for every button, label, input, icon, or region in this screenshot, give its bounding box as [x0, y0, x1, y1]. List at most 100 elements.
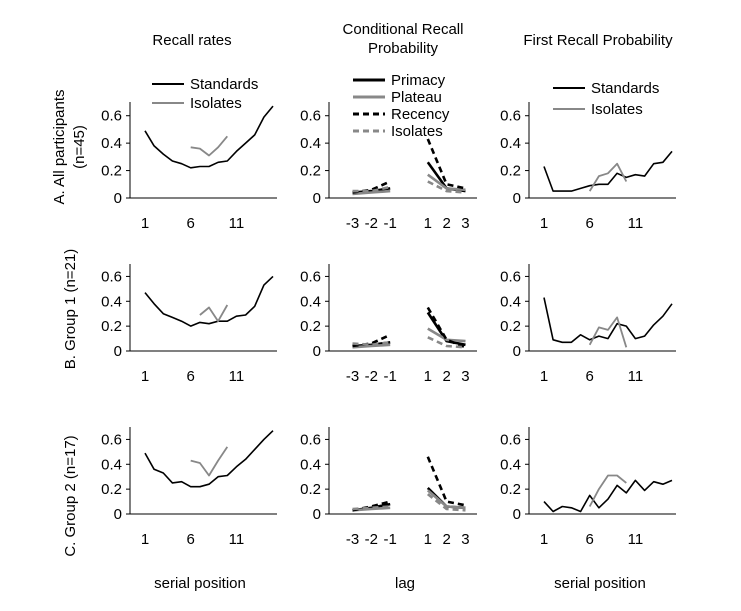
x-tick-label: 11	[628, 368, 644, 385]
y-tick-label: 0.4	[500, 135, 521, 152]
row-label: C. Group 2 (n=17)	[62, 435, 79, 556]
legend-label: Plateau	[391, 89, 442, 106]
y-tick-label: 0.4	[300, 293, 321, 310]
series-line-isolates	[352, 341, 391, 347]
panel-A-recall: 0 0.2 0.4 0.6 1 6 11 Standards Isolates	[101, 76, 277, 232]
legend-label: Isolates	[391, 123, 443, 140]
series-line-isolates	[588, 162, 628, 192]
x-tick-label: 11	[229, 368, 245, 385]
x-tick-label: 2	[442, 368, 450, 385]
series-line-plateau	[352, 189, 391, 196]
y-tick-label: 0	[114, 343, 122, 360]
y-tick-label: 0	[313, 343, 321, 360]
y-tick-label: 0.4	[101, 456, 122, 473]
series-line-recency	[426, 456, 466, 507]
y-tick-label: 0	[513, 343, 521, 360]
x-tick-label: 3	[461, 215, 469, 232]
legend-label: Recency	[391, 106, 450, 123]
y-tick-label: 0	[313, 506, 321, 523]
x-tick-label: -2	[365, 215, 378, 232]
x-tick-label: 1	[540, 531, 548, 548]
series-line-isolates	[427, 180, 466, 194]
x-tick-label: 1	[141, 368, 149, 385]
series-line-standards	[144, 105, 274, 169]
y-tick-label: 0	[114, 190, 122, 207]
panel-C-recall: 0 0.2 0.4 0.6 1 6 11	[101, 427, 277, 548]
series-line-standards	[543, 297, 673, 344]
series-line-standards	[144, 430, 274, 488]
panel-C-crp: 0 0.2 0.4 0.6 -3 -2 -1 1 2 3	[300, 427, 477, 548]
x-tick-label: 1	[141, 531, 149, 548]
x-tick-label: 11	[628, 531, 644, 548]
panel-B-first: 0 0.2 0.4 0.6 1 6 11	[500, 264, 676, 385]
x-tick-label: 6	[187, 368, 195, 385]
series-line-recency	[352, 333, 391, 348]
x-tick-label: 6	[586, 215, 594, 232]
x-tick-label: 6	[586, 368, 594, 385]
x-tick-label: 6	[586, 531, 594, 548]
series-line-isolates	[190, 446, 229, 477]
series-line-isolates	[352, 185, 391, 193]
x-tick-label: 1	[424, 531, 432, 548]
legend-label: Standards	[591, 80, 659, 97]
y-tick-label: 0.6	[101, 431, 122, 448]
y-tick-label: 0.6	[300, 268, 321, 285]
panel-C-first: 0 0.2 0.4 0.6 1 6 11	[500, 427, 676, 548]
x-tick-label: -1	[384, 368, 397, 385]
x-tick-label: -3	[346, 368, 359, 385]
row-label: B. Group 1 (n=21)	[62, 249, 79, 369]
y-tick-label: 0.2	[500, 481, 521, 498]
y-tick-label: 0.6	[300, 108, 321, 125]
row-label: A. All participants (n=45)	[51, 89, 88, 204]
row-label-text: (n=45)	[71, 125, 88, 169]
series-line-recency	[426, 306, 466, 349]
y-tick-label: 0.2	[300, 163, 321, 180]
y-tick-label: 0.4	[500, 293, 521, 310]
x-tick-label: -1	[384, 531, 397, 548]
panel-B-recall: 0 0.2 0.4 0.6 1 6 11	[101, 264, 277, 385]
y-tick-label: 0.6	[101, 268, 122, 285]
y-tick-label: 0.6	[500, 268, 521, 285]
series-line-recency	[352, 500, 391, 512]
y-tick-label: 0.4	[300, 456, 321, 473]
column-title: Probability	[368, 40, 439, 57]
x-tick-label: 6	[187, 531, 195, 548]
row-label-text: A. All participants	[51, 89, 68, 204]
x-tick-label: 1	[540, 215, 548, 232]
x-tick-label: 1	[141, 215, 149, 232]
x-tick-label: -3	[346, 215, 359, 232]
y-tick-label: 0.2	[500, 318, 521, 335]
y-tick-label: 0.2	[101, 318, 122, 335]
series-line-isolates	[588, 474, 627, 507]
legend-label: Isolates	[591, 101, 643, 118]
series-line-isolates	[588, 316, 628, 348]
x-tick-label: 1	[540, 368, 548, 385]
y-tick-label: 0.2	[101, 163, 122, 180]
x-tick-label: 1	[424, 215, 432, 232]
column-title: First Recall Probability	[523, 32, 673, 49]
y-tick-label: 0.6	[500, 108, 521, 125]
x-tick-label: -2	[365, 368, 378, 385]
series-line-plateau	[352, 343, 391, 349]
x-tick-label: 11	[229, 531, 245, 548]
panel-B-crp: 0 0.2 0.4 0.6 -3 -2 -1 1 2 3	[300, 264, 477, 385]
series-line-isolates	[427, 336, 466, 349]
panel-A-first: 0 0.2 0.4 0.6 1 6 11 Standards Isolates	[500, 80, 676, 232]
y-tick-label: 0.2	[101, 481, 122, 498]
row-label-text: C. Group 2 (n=17)	[62, 435, 79, 556]
y-tick-label: 0.2	[300, 481, 321, 498]
x-axis-label: serial position	[154, 575, 246, 592]
series-line-plateau	[426, 489, 466, 510]
y-tick-label: 0.2	[300, 318, 321, 335]
series-line-plateau	[427, 327, 466, 343]
x-tick-label: 6	[187, 215, 195, 232]
column-title: Conditional Recall	[343, 21, 464, 38]
series-line-isolates	[352, 505, 391, 511]
x-tick-label: 2	[442, 215, 450, 232]
series-line-plateau	[427, 173, 466, 192]
y-tick-label: 0.4	[101, 293, 122, 310]
panel-A-crp: 0 0.2 0.4 0.6 -3 -2 -1 1 2 3 PrimacyPlateauRecency…	[300, 72, 477, 232]
y-tick-label: 0.6	[101, 108, 122, 125]
series-line-isolates	[190, 135, 228, 157]
